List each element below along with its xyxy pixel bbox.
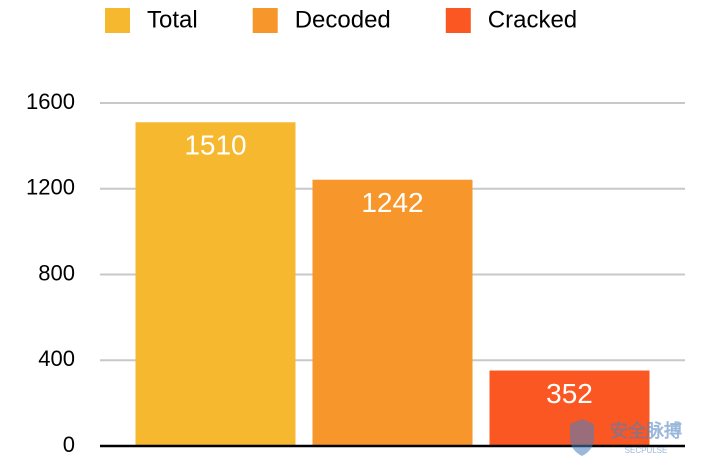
y-tick-label: 1600 [26,89,75,114]
legend-label: Decoded [295,6,391,33]
y-tick-label: 800 [38,260,75,285]
value-label: 352 [546,378,593,409]
y-tick-label: 0 [63,432,75,457]
watermark-text: 安全脉搏 [610,420,682,441]
bar [135,122,296,446]
y-tick-label: 400 [38,346,75,371]
y-tick-label: 1200 [26,175,75,200]
legend-label: Cracked [488,6,577,33]
watermark-subtext: SECPULSE [625,446,668,455]
legend-swatch [105,8,130,33]
legend-swatch [445,8,471,33]
watermark-icon [570,419,594,456]
legend-swatch [252,8,278,33]
watermark: 安全脉搏 SECPULSE [570,419,682,456]
value-label: 1510 [184,130,246,161]
legend-label: Total [147,6,198,33]
bar [312,179,473,446]
value-label: 1242 [361,187,423,218]
bar [489,370,650,446]
